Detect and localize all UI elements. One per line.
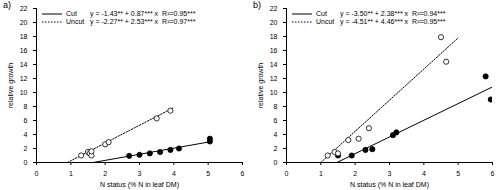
svg-text:2: 2 xyxy=(103,170,107,177)
svg-text:6: 6 xyxy=(24,117,28,124)
svg-text:12: 12 xyxy=(270,75,278,82)
html-text:R²=0.95***: R²=0.95*** xyxy=(412,18,446,25)
svg-text:N status (% N in leaf DM): N status (% N in leaf DM) xyxy=(100,181,179,189)
svg-text:10: 10 xyxy=(20,89,28,96)
svg-text:6: 6 xyxy=(241,170,245,177)
svg-text:10: 10 xyxy=(270,89,278,96)
svg-text:0: 0 xyxy=(274,159,278,166)
svg-text:8: 8 xyxy=(274,103,278,110)
svg-text:20: 20 xyxy=(270,19,278,26)
html-text:R²=0.94***: R²=0.94*** xyxy=(412,10,446,17)
html-text:Uncut: Uncut xyxy=(316,18,335,25)
html-text:Cut: Cut xyxy=(316,10,327,17)
svg-text:2: 2 xyxy=(274,145,278,152)
html-text:R²=0.97***: R²=0.97*** xyxy=(162,18,196,25)
svg-text:relative growth: relative growth xyxy=(7,63,15,109)
svg-text:2: 2 xyxy=(24,145,28,152)
svg-text:4: 4 xyxy=(172,170,176,177)
svg-text:16: 16 xyxy=(20,47,28,54)
html-text:R²=0.95***: R²=0.95*** xyxy=(162,10,196,17)
svg-text:1: 1 xyxy=(69,170,73,177)
html-text:Uncut: Uncut xyxy=(66,18,85,25)
svg-text:2: 2 xyxy=(353,170,357,177)
svg-text:14: 14 xyxy=(20,61,28,68)
svg-text:16: 16 xyxy=(270,47,278,54)
svg-text:4: 4 xyxy=(24,131,28,138)
svg-text:0: 0 xyxy=(285,170,289,177)
html-text:Cut: Cut xyxy=(66,10,77,17)
svg-text:relative growth: relative growth xyxy=(257,63,265,109)
svg-text:0: 0 xyxy=(35,170,39,177)
html-text:y = -3.50** + 2.38*** x: y = -3.50** + 2.38*** x xyxy=(340,10,409,17)
svg-text:5: 5 xyxy=(456,170,460,177)
svg-text:4: 4 xyxy=(422,170,426,177)
svg-text:22: 22 xyxy=(270,5,278,12)
svg-text:6: 6 xyxy=(274,117,278,124)
html-text:y = -2.27** + 2.53*** x: y = -2.27** + 2.53*** x xyxy=(90,18,159,25)
svg-text:4: 4 xyxy=(274,131,278,138)
svg-text:14: 14 xyxy=(270,61,278,68)
html-text:a): a) xyxy=(3,0,11,10)
svg-text:8: 8 xyxy=(24,103,28,110)
svg-text:18: 18 xyxy=(270,33,278,40)
html-text:y = -4.51** + 4.46*** x: y = -4.51** + 4.46*** x xyxy=(340,18,409,25)
svg-text:12: 12 xyxy=(20,75,28,82)
svg-text:22: 22 xyxy=(20,5,28,12)
svg-text:3: 3 xyxy=(388,170,392,177)
html-text:y = -1.43** + 0.87*** x: y = -1.43** + 0.87*** x xyxy=(90,10,159,17)
svg-text:0: 0 xyxy=(24,159,28,166)
svg-text:6: 6 xyxy=(491,170,495,177)
svg-text:1: 1 xyxy=(319,170,323,177)
svg-text:3: 3 xyxy=(138,170,142,177)
html-text:b): b) xyxy=(253,0,261,10)
svg-text:5: 5 xyxy=(206,170,210,177)
svg-text:20: 20 xyxy=(20,19,28,26)
svg-text:N status (% N in leaf DM): N status (% N in leaf DM) xyxy=(350,181,429,189)
svg-text:18: 18 xyxy=(20,33,28,40)
